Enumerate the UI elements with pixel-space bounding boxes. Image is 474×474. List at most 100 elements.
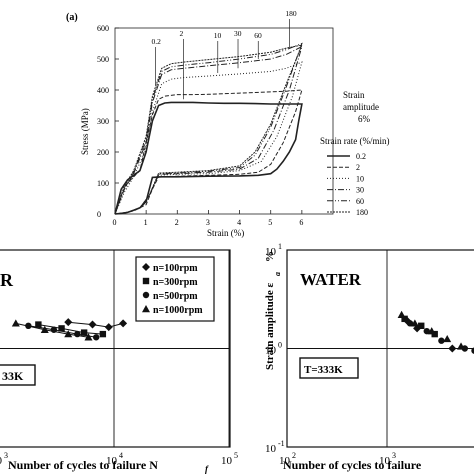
data-point-circle — [92, 334, 100, 341]
hysteresis-series-line-0.2 — [114, 101, 303, 215]
xtick-label-base: 10 — [221, 455, 233, 467]
legend-marker-circle — [142, 291, 150, 299]
ytick-label-base: 10 — [265, 443, 277, 455]
sn-rpm-temp-label: 33K — [2, 369, 24, 383]
strain-rate-top-label: 60 — [254, 31, 262, 40]
data-point-triangle — [427, 327, 436, 335]
hysteresis-xtick-label: 5 — [268, 218, 272, 227]
xtick-label-exp: 4 — [119, 451, 123, 460]
ytick-label-base: 10 — [265, 246, 277, 258]
data-point-triangle — [397, 310, 406, 318]
sn-rpm-chart: R 33K n=100rpmn=300rpmn=500rpmn=1000rpm … — [0, 249, 238, 474]
hysteresis-xtick-label: 3 — [206, 218, 210, 227]
data-point-diamond — [104, 323, 113, 332]
legend-label-n=100rpm: n=100rpm — [153, 263, 198, 274]
fit-line-n=300rpm — [38, 324, 103, 335]
legend-label-n=300rpm: n=300rpm — [153, 277, 198, 288]
data-point-triangle — [11, 319, 20, 327]
sn-water-ylabel: Strain amplitude ε — [264, 282, 276, 370]
data-point-circle — [423, 327, 430, 335]
hysteresis-series-line-180 — [114, 44, 303, 215]
data-point-square — [35, 321, 42, 328]
panel-a-label: (a) — [66, 12, 78, 23]
data-point-square — [401, 315, 408, 323]
sn-water-temp-label: T=333K — [304, 364, 343, 376]
hysteresis-ytick-label: 300 — [97, 117, 109, 126]
hysteresis-series — [114, 42, 303, 215]
ytick-label-exp: 0 — [278, 341, 282, 350]
hysteresis-ylabel: Stress (MPa) — [80, 108, 90, 155]
data-point-circle — [406, 320, 414, 327]
ytick-label-base: 10 — [265, 345, 277, 357]
ytick-label-exp: -1 — [278, 439, 285, 448]
data-point-diamond — [119, 319, 128, 328]
fit-line-n=500rpm — [28, 325, 97, 338]
strain-amp-line-3: 6% — [358, 114, 371, 124]
xtick-label-base: 10 — [0, 455, 3, 467]
legend-label-0.2: 0.2 — [356, 152, 366, 161]
sn-water-xlabel: Number of cycles to failure — [283, 458, 422, 472]
hysteresis-ytick-label: 600 — [97, 24, 109, 33]
hysteresis-xtick-label: 0 — [113, 218, 117, 227]
hysteresis-ytick-label: 200 — [97, 148, 109, 157]
fit-line-n=100rpm — [68, 321, 124, 328]
ytick-label-exp: 1 — [278, 242, 282, 251]
strain-rate-legend: 0.2 2 10 30 60 180 — [327, 152, 368, 217]
hysteresis-ytick-label: 0 — [97, 210, 101, 219]
data-point-square — [58, 325, 65, 332]
strain-rate-top-label: 30 — [234, 29, 242, 38]
sn-rpm-legend: n=100rpm n=300rpm n=500rpm n=1000rpm — [135, 256, 215, 322]
xtick-label-exp: 3 — [4, 451, 8, 460]
xtick-label-base: 10 — [279, 455, 291, 467]
strain-rate-top-label: 2 — [180, 29, 184, 38]
hysteresis-xlabel: Strain (%) — [207, 228, 244, 238]
data-point-diamond — [448, 344, 457, 353]
strain-amp-line-2: amplitude — [343, 102, 379, 112]
data-point-square — [418, 322, 425, 330]
sn-rpm-xlabel: Number of cycles to failure N — [8, 458, 158, 472]
hysteresis-plot-frame — [114, 27, 334, 215]
sn-rpm-xlabel-sub: f — [205, 464, 209, 474]
data-point-triangle — [40, 325, 49, 333]
data-point-triangle — [457, 342, 466, 350]
legend-label-n=500rpm: n=500rpm — [153, 291, 198, 302]
xtick-label-exp: 3 — [392, 451, 396, 460]
strain-rate-top-label: 0.2 — [151, 37, 161, 46]
strain-amp-line-1: Strain — [343, 90, 365, 100]
sn-rpm-temp-box — [0, 364, 36, 386]
data-point-triangle — [84, 333, 93, 341]
hysteresis-series-line-30 — [114, 45, 303, 215]
xtick-label-base: 10 — [106, 455, 118, 467]
hysteresis-xtick-label: 2 — [175, 218, 179, 227]
legend-label-2: 2 — [356, 163, 360, 172]
sn-rpm-corner-text: R — [0, 270, 14, 290]
hysteresis-xtick-label: 6 — [299, 218, 303, 227]
legend-label-10: 10 — [356, 174, 364, 183]
hysteresis-ytick-label: 400 — [97, 86, 109, 95]
fit-line-n=1000rpm — [15, 322, 89, 338]
data-point-diamond — [64, 318, 73, 327]
legend-label-n=1000rpm: n=1000rpm — [153, 305, 203, 316]
data-point-square — [99, 330, 107, 338]
strain-rate-top-label: 180 — [285, 9, 297, 18]
legend-label-180: 180 — [356, 208, 368, 217]
legend-marker-diamond — [142, 263, 150, 271]
legend-marker-square — [142, 277, 150, 285]
xtick-label-base: 10 — [379, 455, 391, 467]
hysteresis-ytick-label: 100 — [97, 179, 109, 188]
xtick-label-exp: 5 — [234, 451, 238, 460]
data-point-triangle — [64, 330, 73, 338]
legend-label-30: 30 — [356, 186, 364, 195]
sn-water-ylabel-unit: % — [264, 251, 276, 262]
data-point-diamond — [88, 320, 97, 329]
sn-water-temp-box — [299, 357, 359, 379]
hysteresis-ytick-label: 500 — [97, 55, 109, 64]
data-point-square — [80, 329, 88, 336]
data-point-circle — [471, 347, 474, 354]
strain-rate-legend-title: Strain rate (%/min) — [320, 136, 389, 146]
strain-rate-top-label: 10 — [214, 31, 222, 40]
data-point-circle — [438, 337, 445, 344]
hysteresis-series-line-2 — [114, 89, 303, 215]
